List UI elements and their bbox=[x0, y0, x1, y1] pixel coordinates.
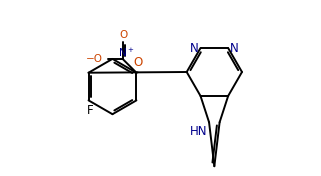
Text: O: O bbox=[119, 30, 127, 40]
Text: N: N bbox=[119, 48, 127, 58]
Text: F: F bbox=[87, 104, 93, 117]
Text: O: O bbox=[133, 56, 142, 70]
Text: N: N bbox=[230, 42, 239, 55]
Text: −O: −O bbox=[86, 54, 103, 64]
Text: +: + bbox=[127, 47, 133, 53]
Text: N: N bbox=[190, 42, 199, 55]
Text: HN: HN bbox=[190, 125, 208, 138]
